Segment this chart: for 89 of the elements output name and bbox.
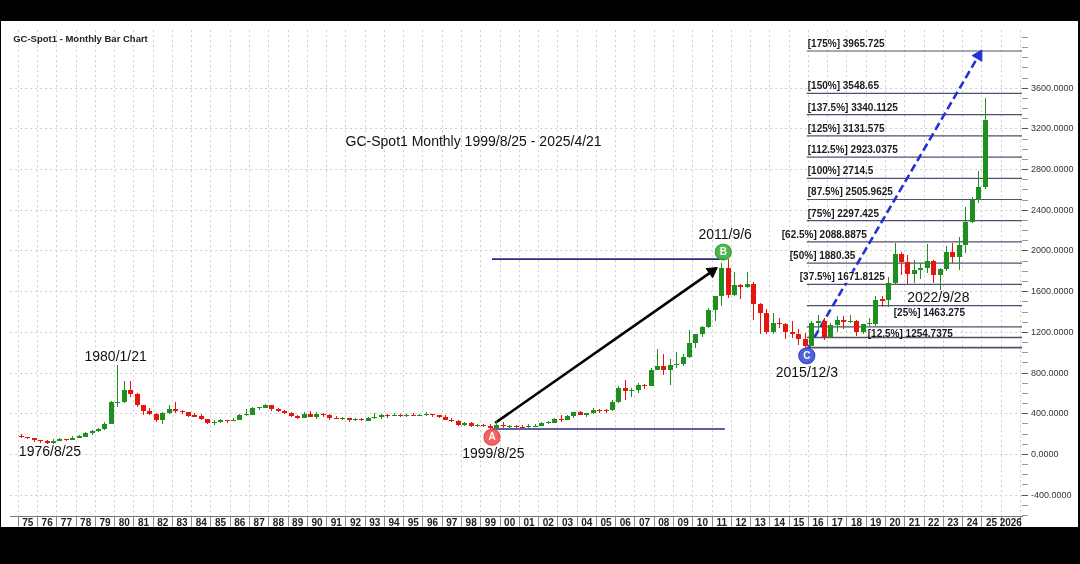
x-tick-label: 23 [947,517,959,529]
y-tick-label: 2800.0000 [1031,164,1074,175]
series-label: [12.5%] 1254.7375 [867,327,954,339]
annotation: 2015/12/3 [775,363,839,380]
candlestick [777,318,782,328]
x-tick-label: 97 [446,517,458,529]
x-tick-label: 90 [311,517,323,529]
x-tick-label: 12 [735,517,747,529]
x-tick-label: 82 [157,517,169,529]
x-tick-label: 99 [484,517,497,529]
x-tick-label: 00 [504,517,516,529]
y-tick-label: 3200.0000 [1031,123,1074,134]
x-tick-label: 87 [253,517,266,529]
y-tick-label: 2000.0000 [1031,245,1074,256]
annotation: 1976/8/25 [18,442,82,459]
x-tick-label: 25 [985,517,998,529]
x-tick-label: 76 [41,517,54,529]
x-tick-label: 77 [60,517,73,529]
series-label: [75%] 2297.425 [807,207,880,219]
x-tick-label: 05 [600,517,613,529]
x-tick-label: 06 [619,517,632,529]
y-tick-label: 800.0000 [1031,367,1069,378]
x-tick-label: 24 [966,517,979,529]
x-tick-label: 89 [292,517,304,529]
series-label: [50%] 1880.35 [789,250,856,262]
x-tick-label: 92 [349,517,362,529]
x-tick-label: 22 [928,517,940,529]
series-label: [175%] 3965.725 [807,37,885,49]
series-label: [100%] 2714.5 [807,165,874,177]
x-tick-label: 09 [677,517,690,529]
x-tick-label: 80 [118,517,131,529]
y-tick-label: 1200.0000 [1031,326,1074,337]
x-tick-label: 17 [831,517,844,529]
x-tick-label: 15 [793,517,805,529]
x-tick-label: 11 [716,517,728,529]
series-label: [62.5%] 2088.8875 [781,228,868,240]
x-tick-label: 85 [215,517,227,529]
annotation: C [803,350,811,362]
x-tick-label: 20 [889,517,902,529]
annotation: B [719,246,727,258]
series-label: [37.5%] 1671.8125 [799,271,886,283]
x-tick-label: 21 [908,517,921,529]
x-tick-label: 19 [870,517,882,529]
annotation: 2022/9/28 [907,289,970,305]
annotation: A [488,431,496,443]
x-tick-label: 91 [330,517,343,529]
annotation: 1980/1/21 [84,348,147,365]
x-tick-label: 83 [176,517,189,529]
x-tick-label: 13 [754,517,767,529]
chart-title: GC-Spot1 - Monthly Bar Chart [13,32,149,44]
x-tick-label: 01 [523,517,535,529]
x-tick-label: 08 [658,517,670,529]
series-label: [150%] 3548.65 [807,80,880,92]
x-tick-label: 75 [22,517,34,529]
x-tick-label: 84 [195,517,208,529]
y-tick-label: 3600.0000 [1031,82,1074,93]
x-tick-label: 14 [773,517,786,529]
series-label: [25%] 1463.275 [893,306,966,318]
x-tick-label: 88 [272,517,285,529]
y-tick-label: -400.0000 [1031,489,1072,500]
x-tick-label: 07 [639,517,651,529]
x-tick-label: 93 [369,517,381,529]
annotation: 1999/8/25 [462,445,525,461]
series-label: [87.5%] 2505.9625 [807,186,894,198]
x-tick-label: 96 [427,517,439,529]
x-tick-label: 18 [851,517,863,529]
x-tick-label: 03 [561,517,574,529]
x-tick-label: 16 [812,517,825,529]
text: GC-Spot1 Monthly 1999/8/25 - 2025/4/21 [345,132,602,149]
x-tick-label: 94 [388,517,401,529]
x-tick-label: 86 [234,517,246,529]
series-label: [137.5%] 3340.1125 [807,101,899,113]
x-tick-label: 78 [80,517,92,529]
y-tick-label: 1600.0000 [1031,286,1074,297]
x-tick-label: 79 [99,517,111,529]
series-label: [125%] 3131.575 [807,122,885,134]
y-tick-label: 2400.0000 [1031,204,1074,215]
x-tick-label: 10 [696,517,709,529]
candlestick [674,352,679,368]
x-tick-label: 2026 [999,517,1023,529]
x-tick-label: 95 [407,517,420,529]
x-tick-label: 98 [465,517,478,529]
y-tick-label: 0.0000 [1031,448,1059,459]
y-tick-label: 400.0000 [1031,408,1069,419]
annotation: 2011/9/6 [698,225,753,242]
x-tick-label: 02 [542,517,555,529]
x-tick-label: 04 [581,517,593,529]
series-label: [112.5%] 2923.0375 [807,144,899,156]
x-tick-label: 81 [137,517,150,529]
